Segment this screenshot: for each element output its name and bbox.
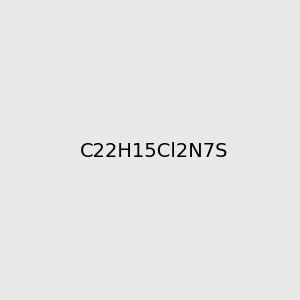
Text: C22H15Cl2N7S: C22H15Cl2N7S bbox=[80, 142, 228, 161]
